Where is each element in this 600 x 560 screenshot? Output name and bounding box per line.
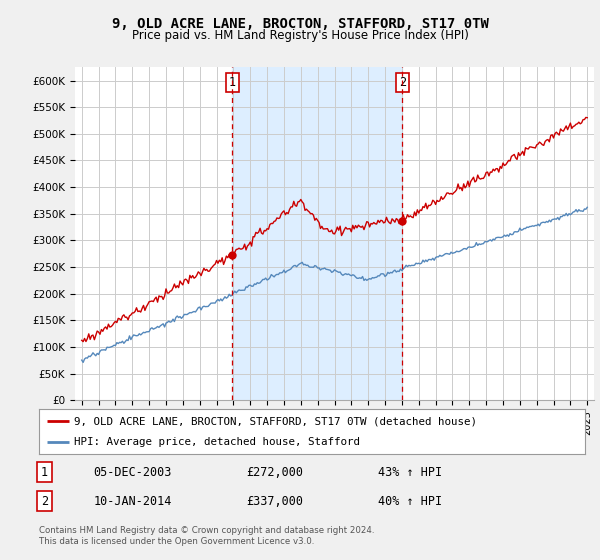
Text: 1: 1 [229,76,236,88]
Text: 9, OLD ACRE LANE, BROCTON, STAFFORD, ST17 0TW (detached house): 9, OLD ACRE LANE, BROCTON, STAFFORD, ST1… [74,416,478,426]
Text: £272,000: £272,000 [247,465,304,479]
Text: 2: 2 [41,494,48,507]
Text: 05-DEC-2003: 05-DEC-2003 [94,465,172,479]
Bar [232,67,403,400]
Text: 40% ↑ HPI: 40% ↑ HPI [377,494,442,507]
Text: 1: 1 [41,465,48,479]
Text: Price paid vs. HM Land Registry's House Price Index (HPI): Price paid vs. HM Land Registry's House … [131,29,469,42]
Text: Contains HM Land Registry data © Crown copyright and database right 2024.
This d: Contains HM Land Registry data © Crown c… [39,526,374,546]
Text: 10-JAN-2014: 10-JAN-2014 [94,494,172,507]
Text: 2: 2 [399,76,406,88]
Text: HPI: Average price, detached house, Stafford: HPI: Average price, detached house, Staf… [74,437,361,447]
Text: 43% ↑ HPI: 43% ↑ HPI [377,465,442,479]
Text: 9, OLD ACRE LANE, BROCTON, STAFFORD, ST17 0TW: 9, OLD ACRE LANE, BROCTON, STAFFORD, ST1… [112,17,488,31]
Text: £337,000: £337,000 [247,494,304,507]
